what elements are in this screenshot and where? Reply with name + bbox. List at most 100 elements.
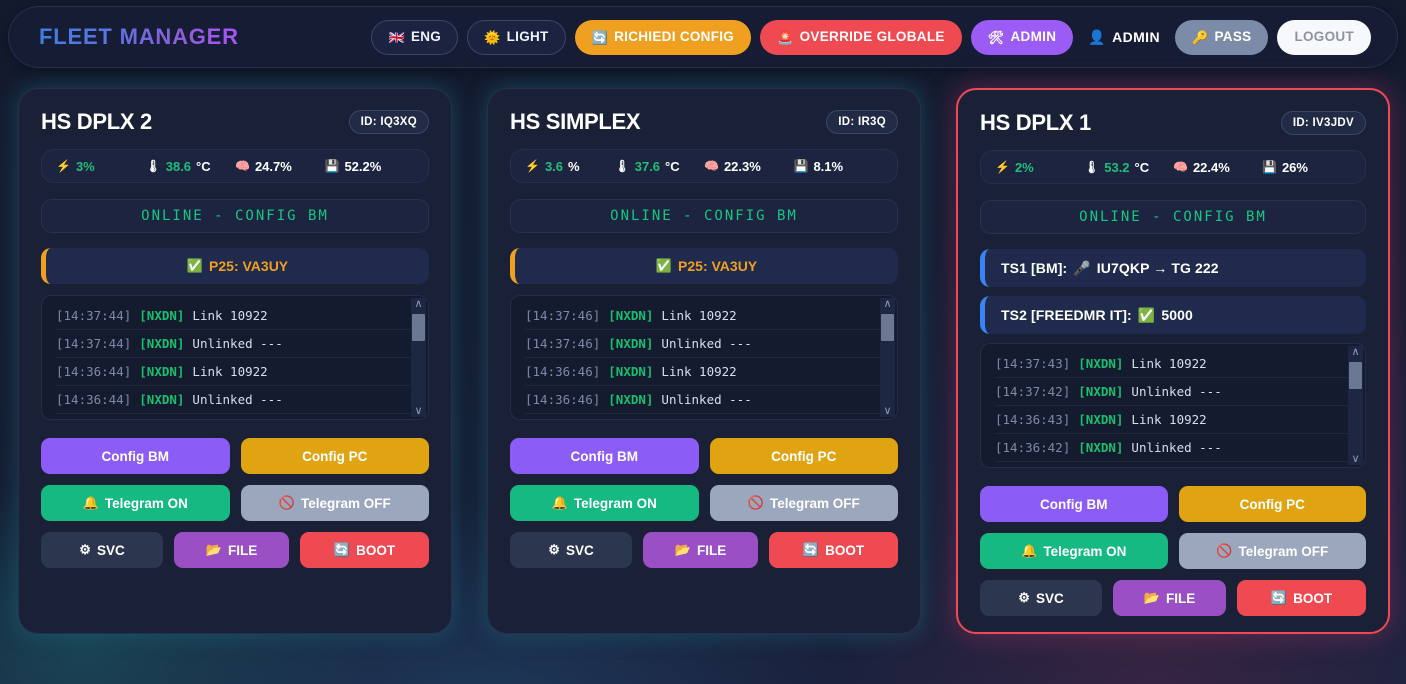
scroll-down-arrow-icon[interactable]: ∨ [414, 405, 423, 417]
gear-icon: ⚙ [548, 542, 560, 557]
log-entry-message: Link 10922 [1131, 467, 1206, 468]
config-pc-button[interactable]: Config PC [709, 438, 898, 474]
stat-unit: % [568, 158, 580, 174]
log-entry: [14:35:46] [NXDN] Link 10922 [525, 414, 883, 420]
config-pc-button[interactable]: Config PC [240, 438, 429, 474]
log-entry-message: Unlinked --- [192, 336, 283, 351]
stat-icon: 🧠 [704, 159, 719, 173]
telegram-on-button[interactable]: 🔔 Telegram ON [41, 485, 230, 521]
log-entry: [14:37:43] [NXDN] Link 10922 [995, 350, 1351, 378]
log-scrollbar-thumb[interactable] [1349, 362, 1362, 389]
log-entry-message: Link 10922 [661, 364, 737, 379]
log-entry-message: Link 10922 [661, 419, 736, 420]
bell-icon: 🔔 [1021, 543, 1038, 558]
card-log-panel: [14:37:44] [NXDN] Link 10922 [14:37:44] [NXD… [41, 295, 429, 420]
log-entry-tag: [NXDN] [1078, 384, 1124, 399]
card-device-id-badge: ID: IR3Q [826, 110, 898, 134]
telegram-on-button[interactable]: 🔔 Telegram ON [980, 533, 1168, 569]
current-user-chip: 👤 ADMIN [1082, 29, 1166, 46]
stat-item: 💾 26% [1262, 160, 1351, 175]
log-scrollbar[interactable]: ∧ ∨ [880, 298, 895, 417]
slot-p25[interactable]: ✅ P25: VA3UY [41, 248, 429, 284]
card-header: HS DPLX 1 ID: IV3JDV [980, 110, 1366, 136]
scroll-down-arrow-icon[interactable]: ∨ [1351, 453, 1360, 465]
scroll-up-arrow-icon[interactable]: ∧ [414, 298, 423, 310]
slot-timeslot-label: TS2 [FREEDMR IT]: [1001, 307, 1132, 323]
stat-item: ⚡ 3% [56, 159, 146, 174]
svc-button[interactable]: ⚙ SVC [510, 532, 632, 568]
boot-button[interactable]: 🔄 BOOT [300, 532, 429, 568]
svc-button[interactable]: ⚙ SVC [41, 532, 163, 568]
log-entry-time: [14:36:42] [995, 440, 1071, 455]
file-button-label: FILE [227, 542, 258, 558]
log-entry-message: Unlinked --- [192, 392, 283, 407]
svc-button[interactable]: ⚙ SVC [980, 580, 1102, 616]
scroll-up-arrow-icon[interactable]: ∧ [1351, 346, 1360, 358]
slot-timeslot[interactable]: TS2 [FREEDMR IT]: ✅ 5000 [980, 296, 1366, 334]
stat-icon: ⚡ [995, 160, 1010, 174]
config-bm-button[interactable]: Config BM [41, 438, 230, 474]
header-button-lang[interactable]: 🇬🇧 ENG [371, 19, 459, 55]
header-button-override[interactable]: 🚨 OVERRIDE GLOBALE [760, 19, 962, 55]
slot-p25[interactable]: ✅ P25: VA3UY [510, 248, 898, 284]
header-button-lang-label: ENG [410, 29, 442, 45]
app-brand-title: FLEET MANAGER [39, 24, 239, 49]
log-entry: [14:37:46] [NXDN] Link 10922 [525, 302, 883, 330]
config-bm-button-label: Config BM [101, 448, 169, 464]
boot-button[interactable]: 🔄 BOOT [769, 532, 898, 568]
header-button-theme[interactable]: 🌞 LIGHT [467, 19, 566, 55]
stat-item: ⚡ 3.6% [525, 159, 615, 174]
stat-icon: ⚡ [56, 159, 71, 173]
log-entry-message: Link 10922 [192, 308, 268, 323]
config-pc-button-label: Config PC [1239, 496, 1305, 512]
action-row-telegram: 🔔 Telegram ON 🚫 Telegram OFF [41, 485, 429, 521]
slot-timeslot-value: 5000 [1161, 307, 1193, 323]
header-button-config[interactable]: 🔄 RICHIEDI CONFIG [574, 19, 752, 55]
header-button-admin[interactable]: 🛠 ADMIN [970, 19, 1074, 55]
log-entry-message: Link 10922 [1131, 412, 1207, 427]
slot-timeslot[interactable]: TS1 [BM]: 🎤 IU7QKP → TG 222 [980, 249, 1366, 287]
card-device-id-badge: ID: IV3JDV [1280, 111, 1366, 135]
scroll-down-arrow-icon[interactable]: ∨ [883, 405, 892, 417]
telegram-on-button[interactable]: 🔔 Telegram ON [510, 485, 699, 521]
check-icon: ✅ [1137, 306, 1156, 323]
log-entry-time: [14:37:46] [525, 308, 601, 323]
log-entry-message: Unlinked --- [1131, 384, 1222, 399]
log-scrollbar[interactable]: ∧ ∨ [1348, 346, 1363, 465]
bell-icon: 🔔 [551, 495, 568, 510]
stat-item: 🧠 22.4% [1173, 160, 1262, 175]
telegram-off-button[interactable]: 🚫 Telegram OFF [709, 485, 898, 521]
telegram-off-button-label: Telegram OFF [769, 495, 860, 511]
stat-icon: 🧠 [1173, 160, 1188, 174]
telegram-off-button[interactable]: 🚫 Telegram OFF [240, 485, 429, 521]
file-button[interactable]: 📂 FILE [643, 532, 758, 568]
file-button[interactable]: 📂 FILE [174, 532, 289, 568]
config-pc-button[interactable]: Config PC [1178, 486, 1366, 522]
log-scrollbar-thumb[interactable] [881, 314, 894, 341]
file-button[interactable]: 📂 FILE [1113, 580, 1226, 616]
action-row-system: ⚙ SVC 📂 FILE 🔄 BOOT [980, 580, 1366, 616]
gear-icon: ⚙ [79, 542, 91, 557]
stat-item: 🧠 24.7% [235, 159, 325, 174]
config-pc-button-label: Config PC [302, 448, 368, 464]
log-entry: [14:37:42] [NXDN] Unlinked --- [995, 378, 1351, 406]
card-device-id-badge: ID: IQ3XQ [348, 110, 429, 134]
scroll-up-arrow-icon[interactable]: ∧ [883, 298, 892, 310]
no-entry-icon: 🚫 [1216, 543, 1233, 558]
config-bm-button[interactable]: Config BM [980, 486, 1168, 522]
stat-item: 🌡 37.6 °C [615, 159, 705, 174]
gear-icon: ⚙ [1018, 590, 1030, 605]
config-bm-button[interactable]: Config BM [510, 438, 699, 474]
user-avatar-icon: 👤 [1088, 28, 1107, 45]
slot-p25-label: P25: VA3UY [678, 258, 758, 274]
telegram-off-button[interactable]: 🚫 Telegram OFF [1178, 533, 1366, 569]
log-entry-time: [14:37:44] [56, 308, 132, 323]
log-entry-tag: [NXDN] [139, 392, 185, 407]
log-scrollbar-thumb[interactable] [412, 314, 425, 341]
card-action-buttons: Config BM Config PC 🔔 Telegram ON 🚫 Telegram … [510, 438, 898, 568]
log-entry: [14:36:46] [NXDN] Unlinked --- [525, 386, 883, 414]
logout-button[interactable]: LOGOUT [1277, 19, 1371, 55]
boot-button[interactable]: 🔄 BOOT [1237, 580, 1366, 616]
password-button[interactable]: 🔑 PASS [1174, 19, 1269, 55]
log-scrollbar[interactable]: ∧ ∨ [411, 298, 426, 417]
